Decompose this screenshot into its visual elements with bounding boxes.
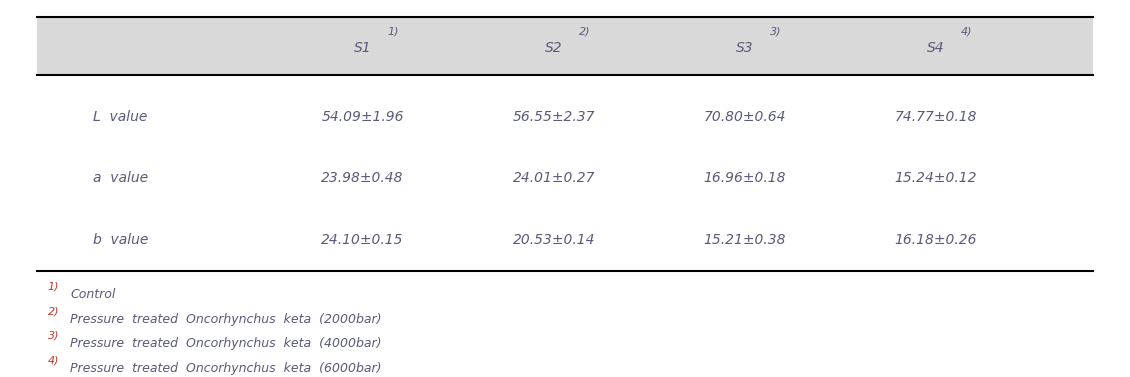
Text: Pressure  treated  Oncorhynchus  keta  (4000bar): Pressure treated Oncorhynchus keta (4000… — [70, 337, 382, 350]
Text: 23.98±0.48: 23.98±0.48 — [321, 172, 403, 185]
Bar — [36, 17, 1094, 75]
Text: 3): 3) — [47, 331, 59, 341]
Text: 24.10±0.15: 24.10±0.15 — [321, 233, 403, 247]
Text: a  value: a value — [93, 172, 148, 185]
Text: Pressure  treated  Oncorhynchus  keta  (6000bar): Pressure treated Oncorhynchus keta (6000… — [70, 362, 382, 375]
Text: S4: S4 — [928, 41, 945, 55]
Text: Pressure  treated  Oncorhynchus  keta  (2000bar): Pressure treated Oncorhynchus keta (2000… — [70, 313, 382, 326]
Text: 1): 1) — [388, 27, 399, 37]
Text: L  value: L value — [93, 110, 147, 124]
Text: S2: S2 — [545, 41, 563, 55]
Text: Control: Control — [70, 288, 115, 301]
Text: 2): 2) — [47, 307, 59, 317]
Text: 16.96±0.18: 16.96±0.18 — [704, 172, 786, 185]
Text: S1: S1 — [354, 41, 372, 55]
Text: 74.77±0.18: 74.77±0.18 — [895, 110, 977, 124]
Text: 1): 1) — [47, 281, 59, 291]
Text: 20.53±0.14: 20.53±0.14 — [513, 233, 596, 247]
Text: 16.18±0.26: 16.18±0.26 — [895, 233, 977, 247]
Text: 3): 3) — [770, 27, 781, 37]
Text: 15.24±0.12: 15.24±0.12 — [895, 172, 977, 185]
Text: S3: S3 — [736, 41, 754, 55]
Text: 15.21±0.38: 15.21±0.38 — [704, 233, 786, 247]
Text: 24.01±0.27: 24.01±0.27 — [513, 172, 596, 185]
Text: 4): 4) — [47, 356, 59, 365]
Text: 54.09±1.96: 54.09±1.96 — [321, 110, 403, 124]
Text: 4): 4) — [960, 27, 972, 37]
Text: 70.80±0.64: 70.80±0.64 — [704, 110, 786, 124]
Text: 2): 2) — [579, 27, 590, 37]
Text: b  value: b value — [93, 233, 148, 247]
Text: 56.55±2.37: 56.55±2.37 — [513, 110, 596, 124]
